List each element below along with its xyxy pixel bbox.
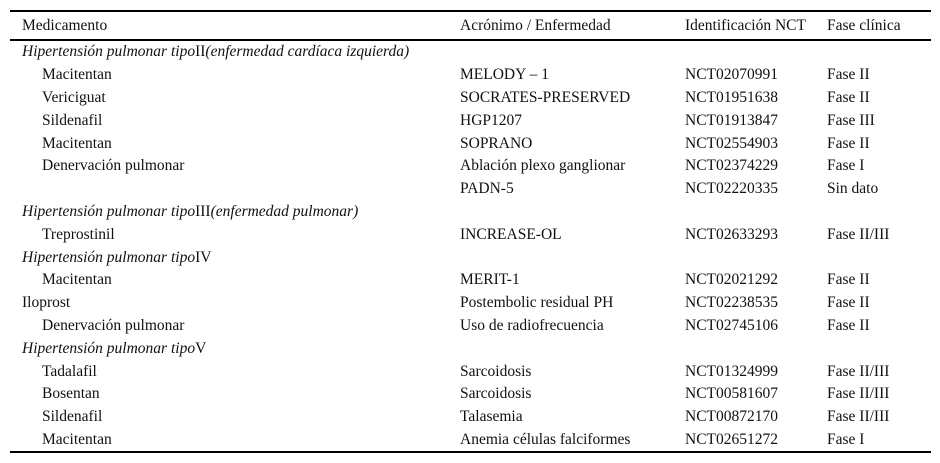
fase-clinica-cell: Fase II/III xyxy=(827,362,890,380)
nct-id-cell: NCT02238535 xyxy=(685,294,778,312)
nct-id-cell: NCT00581607 xyxy=(685,385,778,403)
nct-id-cell: NCT01324999 xyxy=(685,362,778,380)
fase-clinica-cell: Fase II xyxy=(827,134,870,152)
section-title-prefix: Hipertensión pulmonar tipo xyxy=(22,248,196,266)
medicamento-cell: Tadalafil xyxy=(42,362,97,380)
fase-clinica-cell: Fase II xyxy=(827,66,870,84)
acronimo-enfermedad-cell: INCREASE-OL xyxy=(460,225,562,243)
acronimo-enfermedad-cell: HGP1207 xyxy=(460,111,523,129)
table-row: Treprostinil INCREASE-OL NCT02633293 Fase I… xyxy=(10,223,931,246)
table-row: Sildenafil Talasemia NCT00872170 Fase II/II… xyxy=(10,406,931,429)
fase-clinica-cell: Fase I xyxy=(827,157,865,175)
nct-id-cell: NCT02070991 xyxy=(685,66,778,84)
column-header-fase-clinica: Fase clínica xyxy=(827,16,901,34)
table-top-rule xyxy=(10,10,931,12)
section-title: Hipertensión pulmonar tipoV xyxy=(10,338,931,360)
medicamento-cell: Macitentan xyxy=(42,134,112,152)
section-title-prefix: Hipertensión pulmonar tipo xyxy=(22,339,196,357)
section-title-suffix: (enfermedad cardíaca izquierda) xyxy=(205,43,410,61)
table-row: Iloprost Postembolic residual PH NCT022385… xyxy=(10,292,931,315)
medicamento-cell: Sildenafil xyxy=(42,408,103,426)
column-header-identificacion-nct: Identificación NCT xyxy=(685,16,806,34)
table-row: Denervación pulmonar Ablación plexo gangl… xyxy=(10,155,931,178)
section-title: Hipertensión pulmonar tipoIII(enfermedad… xyxy=(10,201,931,223)
section-title: Hipertensión pulmonar tipoII(enfermedad … xyxy=(10,41,931,63)
column-header-medicamento: Medicamento xyxy=(22,16,108,34)
table-row: Sildenafil HGP1207 NCT01913847 Fase III xyxy=(10,109,931,132)
medicamento-cell: Sildenafil xyxy=(42,111,103,129)
acronimo-enfermedad-cell: Anemia células falciformes xyxy=(460,430,631,448)
medicamento-cell: Vericiguat xyxy=(42,88,106,106)
section-title-prefix: Hipertensión pulmonar tipo xyxy=(22,202,196,220)
nct-id-cell: NCT02374229 xyxy=(685,157,778,175)
nct-id-cell: NCT02651272 xyxy=(685,430,778,448)
table-row: Tadalafil Sarcoidosis NCT01324999 Fase II/I… xyxy=(10,360,931,383)
table-row: Macitentan SOPRANO NCT02554903 Fase II xyxy=(10,132,931,155)
nct-id-cell: NCT02554903 xyxy=(685,134,778,152)
acronimo-enfermedad-cell: Talasemia xyxy=(460,408,523,426)
fase-clinica-cell: Fase II xyxy=(827,271,870,289)
section-roman-numeral: III xyxy=(195,202,211,220)
table-row: Macitentan Anemia células falciformes NCT0… xyxy=(10,429,931,452)
section-roman-numeral: V xyxy=(195,339,207,357)
table-row: Macitentan MELODY – 1 NCT02070991 Fase II xyxy=(10,64,931,87)
section-title-prefix: Hipertensión pulmonar tipo xyxy=(22,43,196,61)
nct-id-cell: NCT02021292 xyxy=(685,271,778,289)
section-title-suffix: (enfermedad pulmonar) xyxy=(210,202,359,220)
acronimo-enfermedad-cell: Sarcoidosis xyxy=(460,362,532,380)
table-row: Macitentan MERIT-1 NCT02021292 Fase II xyxy=(10,269,931,292)
table-row: Denervación pulmonar Uso de radiofrecuenc… xyxy=(10,315,931,338)
table-row: Bosentan Sarcoidosis NCT00581607 Fase II/II… xyxy=(10,383,931,406)
acronimo-enfermedad-cell: Uso de radiofrecuencia xyxy=(460,316,604,334)
section-roman-numeral: II xyxy=(195,43,206,61)
acronimo-enfermedad-cell: PADN-5 xyxy=(460,180,514,198)
fase-clinica-cell: Fase II/III xyxy=(827,408,890,426)
clinical-trials-table: Medicamento Acrónimo / Enfermedad Identi… xyxy=(10,10,931,454)
table-header-rule xyxy=(10,39,931,41)
acronimo-enfermedad-cell: MELODY – 1 xyxy=(460,66,549,84)
fase-clinica-cell: Fase II xyxy=(827,88,870,106)
column-header-acronimo-enfermedad: Acrónimo / Enfermedad xyxy=(460,16,611,34)
section-title: Hipertensión pulmonar tipoIV xyxy=(10,247,931,269)
section-header-row: Hipertensión pulmonar tipoV xyxy=(10,337,931,360)
nct-id-cell: NCT01913847 xyxy=(685,111,778,129)
acronimo-enfermedad-cell: Postembolic residual PH xyxy=(460,294,614,312)
table-row: Vericiguat SOCRATES-PRESERVED NCT01951638 F… xyxy=(10,87,931,110)
nct-id-cell: NCT01951638 xyxy=(685,88,778,106)
medicamento-cell: Macitentan xyxy=(42,66,112,84)
table-header-row: Medicamento Acrónimo / Enfermedad Identi… xyxy=(10,12,931,39)
medicamento-cell: Macitentan xyxy=(42,430,112,448)
acronimo-enfermedad-cell: SOCRATES-PRESERVED xyxy=(460,88,631,106)
nct-id-cell: NCT02745106 xyxy=(685,316,778,334)
fase-clinica-cell: Fase II/III xyxy=(827,385,890,403)
fase-clinica-cell: Fase III xyxy=(827,111,875,129)
fase-clinica-cell: Fase II xyxy=(827,294,870,312)
table-bottom-rule xyxy=(10,451,931,454)
fase-clinica-cell: Sin dato xyxy=(827,180,879,198)
table-row: PADN-5 NCT02220335 Sin dato xyxy=(10,178,931,201)
section-header-row: Hipertensión pulmonar tipoIII(enfermedad… xyxy=(10,201,931,224)
section-header-row: Hipertensión pulmonar tipoII(enfermedad … xyxy=(10,41,931,64)
acronimo-enfermedad-cell: Ablación plexo ganglionar xyxy=(460,157,626,175)
section-roman-numeral: IV xyxy=(195,248,212,266)
acronimo-enfermedad-cell: Sarcoidosis xyxy=(460,385,532,403)
nct-id-cell: NCT02633293 xyxy=(685,225,778,243)
acronimo-enfermedad-cell: SOPRANO xyxy=(460,134,533,152)
medicamento-cell: Treprostinil xyxy=(42,225,115,243)
medicamento-cell: Iloprost xyxy=(22,294,71,312)
fase-clinica-cell: Fase I xyxy=(827,430,865,448)
acronimo-enfermedad-cell: MERIT-1 xyxy=(460,271,520,289)
fase-clinica-cell: Fase II xyxy=(827,316,870,334)
nct-id-cell: NCT00872170 xyxy=(685,408,778,426)
medicamento-cell: Bosentan xyxy=(42,385,100,403)
section-header-row: Hipertensión pulmonar tipoIV xyxy=(10,246,931,269)
medicamento-cell: Macitentan xyxy=(42,271,112,289)
nct-id-cell: NCT02220335 xyxy=(685,180,778,198)
medicamento-cell: Denervación pulmonar xyxy=(42,157,185,175)
fase-clinica-cell: Fase II/III xyxy=(827,225,890,243)
medicamento-cell: Denervación pulmonar xyxy=(42,316,185,334)
table-body: Hipertensión pulmonar tipoII(enfermedad … xyxy=(10,41,931,451)
